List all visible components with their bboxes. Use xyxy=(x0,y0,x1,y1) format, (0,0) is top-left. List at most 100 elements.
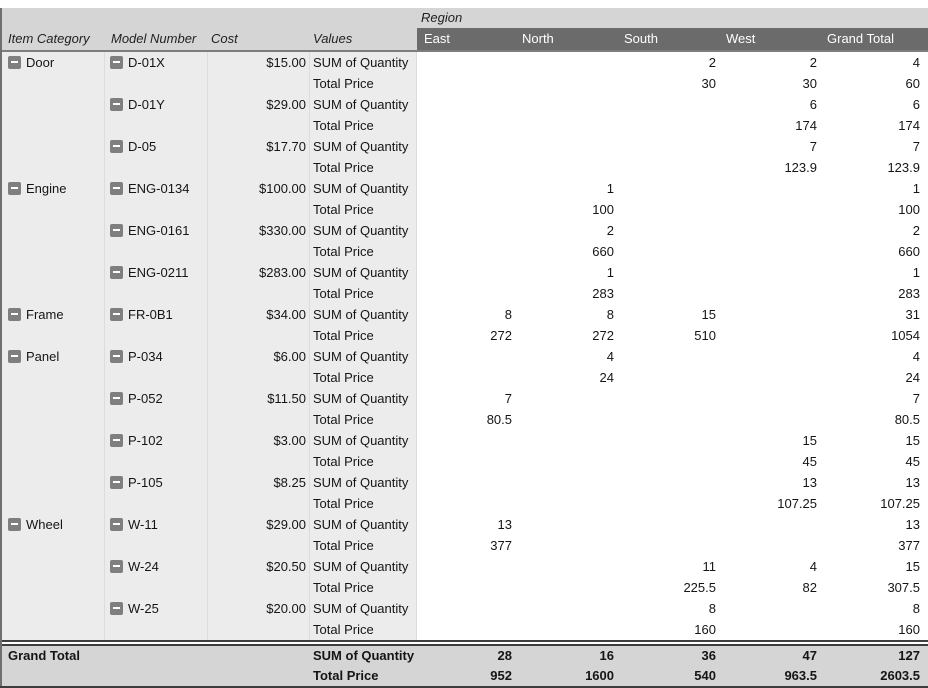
value-cell-east[interactable] xyxy=(417,136,515,157)
category-cell[interactable] xyxy=(0,367,105,388)
values-label-cell[interactable]: SUM of Quantity xyxy=(310,598,417,619)
model-cell[interactable]: P-105 xyxy=(105,472,208,493)
collapse-model-button[interactable] xyxy=(110,392,123,405)
model-cell[interactable]: P-034 xyxy=(105,346,208,367)
model-cell[interactable] xyxy=(105,409,208,430)
cost-cell[interactable]: $29.00 xyxy=(208,514,310,535)
grand-total-quantity-east[interactable]: 28 xyxy=(417,646,515,666)
value-cell-grand-total[interactable]: 15 xyxy=(820,430,928,451)
value-cell-south[interactable] xyxy=(617,178,719,199)
cost-cell[interactable]: $20.00 xyxy=(208,598,310,619)
model-cell[interactable] xyxy=(105,535,208,556)
value-cell-grand-total[interactable]: 6 xyxy=(820,94,928,115)
collapse-model-button[interactable] xyxy=(110,350,123,363)
value-cell-south[interactable] xyxy=(617,157,719,178)
value-cell-north[interactable]: 8 xyxy=(515,304,617,325)
model-cell[interactable] xyxy=(105,157,208,178)
category-cell[interactable] xyxy=(0,136,105,157)
grand-total-price-caption[interactable]: Total Price xyxy=(310,666,417,686)
value-cell-west[interactable] xyxy=(719,388,820,409)
cost-cell[interactable] xyxy=(208,367,310,388)
model-cell[interactable] xyxy=(105,619,208,640)
model-cell[interactable] xyxy=(105,241,208,262)
collapse-model-button[interactable] xyxy=(110,266,123,279)
values-label-cell[interactable]: SUM of Quantity xyxy=(310,388,417,409)
cost-cell[interactable]: $17.70 xyxy=(208,136,310,157)
header-east[interactable]: East xyxy=(417,28,515,50)
value-cell-grand-total[interactable]: 24 xyxy=(820,367,928,388)
value-cell-grand-total[interactable]: 283 xyxy=(820,283,928,304)
values-label-cell[interactable]: SUM of Quantity xyxy=(310,556,417,577)
model-cell[interactable]: P-052 xyxy=(105,388,208,409)
category-cell[interactable] xyxy=(0,157,105,178)
value-cell-west[interactable] xyxy=(719,514,820,535)
value-cell-west[interactable] xyxy=(719,367,820,388)
value-cell-north[interactable] xyxy=(515,94,617,115)
value-cell-east[interactable]: 377 xyxy=(417,535,515,556)
cost-cell[interactable]: $100.00 xyxy=(208,178,310,199)
value-cell-north[interactable] xyxy=(515,52,617,73)
value-cell-east[interactable] xyxy=(417,430,515,451)
model-cell[interactable]: D-01X xyxy=(105,52,208,73)
value-cell-west[interactable] xyxy=(719,283,820,304)
value-cell-east[interactable] xyxy=(417,73,515,94)
value-cell-west[interactable]: 15 xyxy=(719,430,820,451)
cost-cell[interactable] xyxy=(208,409,310,430)
value-cell-west[interactable]: 2 xyxy=(719,52,820,73)
value-cell-north[interactable]: 4 xyxy=(515,346,617,367)
value-cell-north[interactable] xyxy=(515,472,617,493)
grand-total-price-north[interactable]: 1600 xyxy=(515,666,617,686)
grand-total-quantity-caption[interactable]: SUM of Quantity xyxy=(310,646,417,666)
value-cell-west[interactable]: 174 xyxy=(719,115,820,136)
value-cell-south[interactable] xyxy=(617,199,719,220)
grand-total-quantity-total[interactable]: 127 xyxy=(820,646,928,666)
value-cell-west[interactable] xyxy=(719,325,820,346)
value-cell-north[interactable]: 24 xyxy=(515,367,617,388)
category-cell[interactable]: Engine xyxy=(0,178,105,199)
value-cell-north[interactable] xyxy=(515,514,617,535)
grand-total-quantity-west[interactable]: 47 xyxy=(719,646,820,666)
value-cell-south[interactable] xyxy=(617,346,719,367)
value-cell-east[interactable] xyxy=(417,283,515,304)
values-label-cell[interactable]: SUM of Quantity xyxy=(310,220,417,241)
value-cell-west[interactable] xyxy=(719,199,820,220)
value-cell-south[interactable] xyxy=(617,430,719,451)
values-label-cell[interactable]: Total Price xyxy=(310,283,417,304)
value-cell-south[interactable] xyxy=(617,220,719,241)
value-cell-east[interactable] xyxy=(417,472,515,493)
collapse-category-button[interactable] xyxy=(8,182,21,195)
value-cell-north[interactable]: 660 xyxy=(515,241,617,262)
value-cell-west[interactable] xyxy=(719,409,820,430)
value-cell-east[interactable] xyxy=(417,598,515,619)
value-cell-west[interactable] xyxy=(719,241,820,262)
value-cell-grand-total[interactable]: 307.5 xyxy=(820,577,928,598)
cost-cell[interactable]: $6.00 xyxy=(208,346,310,367)
value-cell-north[interactable]: 100 xyxy=(515,199,617,220)
collapse-category-button[interactable] xyxy=(8,518,21,531)
cost-cell[interactable]: $29.00 xyxy=(208,94,310,115)
model-cell[interactable]: ENG-0161 xyxy=(105,220,208,241)
values-label-cell[interactable]: SUM of Quantity xyxy=(310,178,417,199)
values-label-cell[interactable]: SUM of Quantity xyxy=(310,262,417,283)
header-model-number[interactable]: Model Number xyxy=(105,28,208,50)
collapse-model-button[interactable] xyxy=(110,560,123,573)
grand-total-price-east[interactable]: 952 xyxy=(417,666,515,686)
value-cell-grand-total[interactable]: 1 xyxy=(820,262,928,283)
cost-cell[interactable] xyxy=(208,493,310,514)
category-cell[interactable] xyxy=(0,241,105,262)
model-cell[interactable]: W-24 xyxy=(105,556,208,577)
value-cell-west[interactable]: 82 xyxy=(719,577,820,598)
value-cell-grand-total[interactable]: 1054 xyxy=(820,325,928,346)
value-cell-east[interactable]: 7 xyxy=(417,388,515,409)
cost-cell[interactable]: $11.50 xyxy=(208,388,310,409)
model-cell[interactable]: D-01Y xyxy=(105,94,208,115)
collapse-model-button[interactable] xyxy=(110,308,123,321)
value-cell-south[interactable]: 30 xyxy=(617,73,719,94)
value-cell-north[interactable] xyxy=(515,577,617,598)
cost-cell[interactable] xyxy=(208,199,310,220)
values-label-cell[interactable]: Total Price xyxy=(310,325,417,346)
value-cell-north[interactable] xyxy=(515,619,617,640)
value-cell-south[interactable] xyxy=(617,472,719,493)
empty-cell[interactable] xyxy=(208,646,310,666)
model-cell[interactable] xyxy=(105,115,208,136)
